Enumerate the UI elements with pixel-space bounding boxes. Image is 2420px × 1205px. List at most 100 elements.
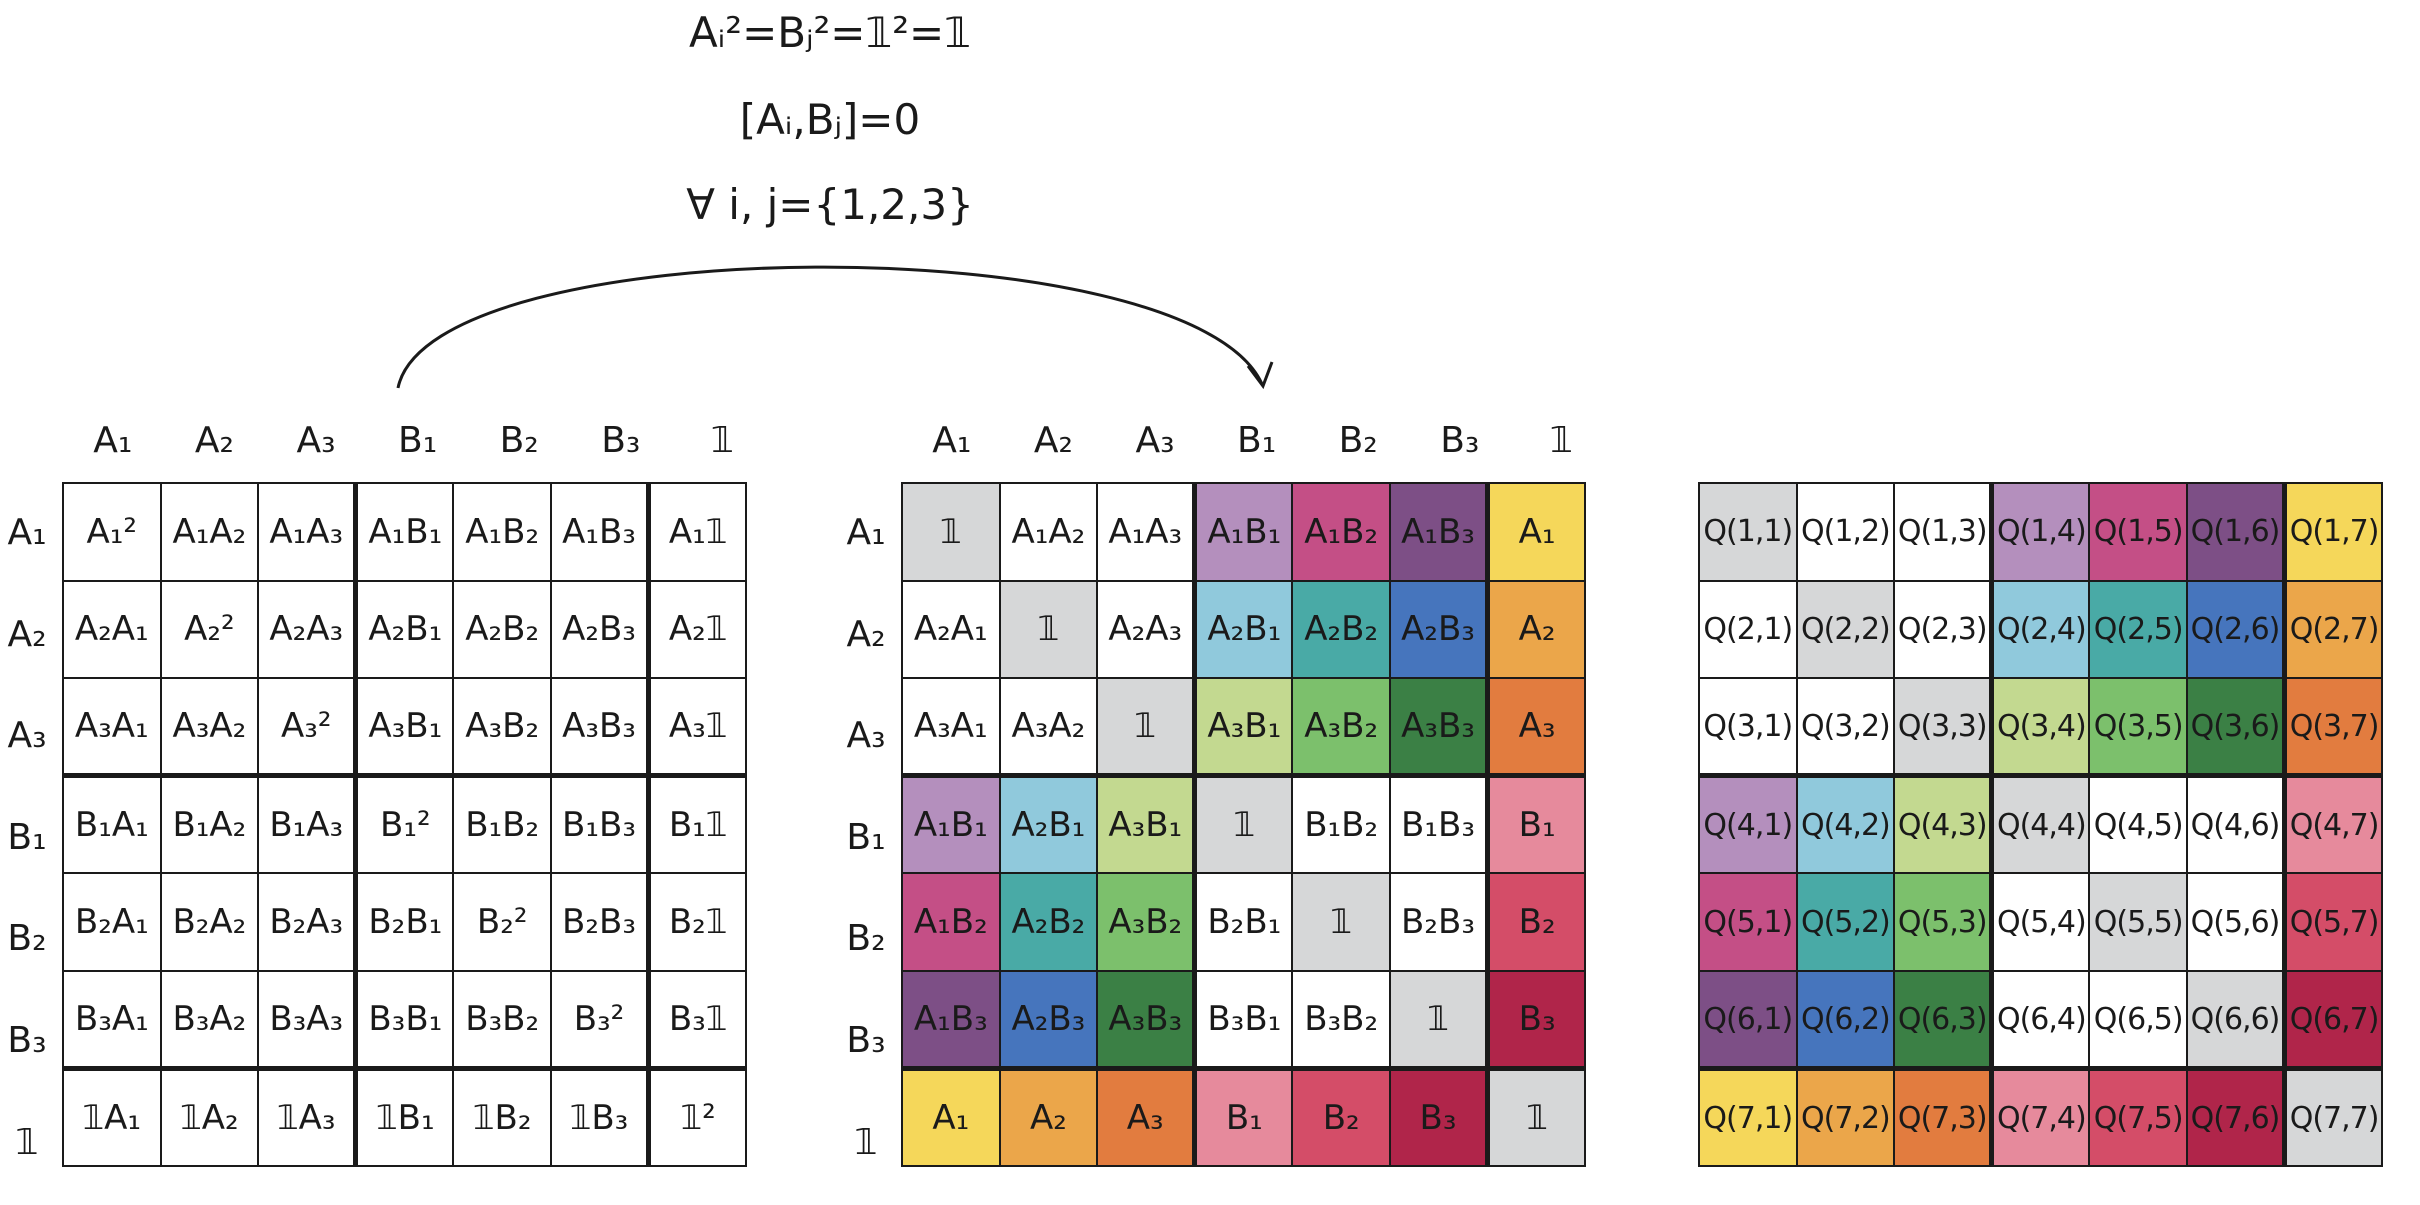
- grid-cell: Q(2,1): [1698, 579, 1798, 680]
- grid-cell: A₃B₃: [549, 677, 650, 777]
- grid-cell: A₂B₃: [1388, 579, 1489, 680]
- grid-cell: B₂𝟙: [646, 872, 748, 972]
- grid-cell: A₁B₃: [1388, 482, 1489, 582]
- column-header: A₂: [1033, 420, 1073, 461]
- grid-row: B₁A₁ B₁A₂ B₁A₃ B₁² B₁B₂ B₁B₃ B₁𝟙: [62, 773, 748, 875]
- grid-cell: 𝟙B₁: [353, 1066, 455, 1168]
- grid-row: A₁ A₂ A₃ B₁ B₂ B₃ 𝟙: [901, 1066, 1587, 1168]
- grid-row: Q(6,1) Q(6,2) Q(6,3) Q(6,4) Q(6,5) Q(6,6) Q(6,…: [1698, 969, 2384, 1070]
- grid-cell: Q(1,1): [1698, 482, 1798, 582]
- grid-cell: A₁𝟙: [646, 482, 748, 582]
- grid-row: Q(5,1) Q(5,2) Q(5,3) Q(5,4) Q(5,5) Q(5,6) Q(5,…: [1698, 872, 2384, 972]
- grid-cell: B₁B₃: [549, 773, 650, 875]
- grid-cell: Q(5,6): [2185, 872, 2286, 972]
- equation-squares: Aᵢ²=Bⱼ²=𝟙²=𝟙: [689, 8, 971, 57]
- grid-cell: A₃A₁: [901, 677, 1001, 777]
- grid-cell: 𝟙: [1192, 773, 1294, 875]
- grid-cell: B₂B₃: [549, 872, 650, 972]
- grid-cell: Q(5,2): [1795, 872, 1896, 972]
- grid-cell: 𝟙A₁: [62, 1066, 162, 1168]
- grid-cell: Q(4,4): [1989, 773, 2091, 875]
- grid-cell: Q(7,2): [1795, 1066, 1896, 1168]
- grid-cell: A₃A₂: [159, 677, 260, 777]
- grid-cell: Q(1,6): [2185, 482, 2286, 582]
- column-header: A₃: [1135, 420, 1175, 461]
- column-header: A₁: [93, 420, 133, 461]
- grid-cell: A₁B₃: [901, 969, 1001, 1070]
- grid-row: A₁B₃ A₂B₃ A₃B₃ B₃B₁ B₃B₂ 𝟙 B₃: [901, 969, 1587, 1070]
- grid-cell: B₂A₃: [257, 872, 357, 972]
- grid-cell: A₃A₁: [62, 677, 162, 777]
- row-header: A₁: [846, 512, 886, 553]
- grid-cell: Q(1,4): [1989, 482, 2091, 582]
- grid-cell: Q(1,7): [2282, 482, 2384, 582]
- grid-cell: Q(5,5): [2088, 872, 2188, 972]
- grid-cell: A₃B₃: [1096, 969, 1196, 1070]
- grid-cell: A₁B₁: [901, 773, 1001, 875]
- grid-cell: A₁B₂: [452, 482, 552, 582]
- grid-cell: Q(3,6): [2185, 677, 2286, 777]
- row-header: A₂: [846, 613, 886, 655]
- grid-cell: Q(5,4): [1989, 872, 2091, 972]
- grid-cell: B₁: [1192, 1066, 1294, 1168]
- grid2-column-headers: A₁ A₂ A₃ B₁ B₂ B₃ 𝟙: [901, 420, 1612, 470]
- grid-cell: Q(7,4): [1989, 1066, 2091, 1168]
- products-grid: A₁² A₁A₂ A₁A₃ A₁B₁ A₁B₂ A₁B₃ A₁𝟙 A₂A₁ A₂² A₂A₃ A₂B…: [62, 482, 748, 1168]
- grid-cell: B₁A₁: [62, 773, 162, 875]
- grid-cell: A₂A₃: [1096, 579, 1196, 680]
- grid-row: 𝟙 A₁A₂ A₁A₃ A₁B₁ A₁B₂ A₁B₃ A₁: [901, 482, 1587, 582]
- grid-cell: A₂: [998, 1066, 1099, 1168]
- grid-cell: Q(6,3): [1893, 969, 1993, 1070]
- grid-cell: B₁B₂: [452, 773, 552, 875]
- grid-cell: Q(5,7): [2282, 872, 2384, 972]
- grid-cell: B₁A₃: [257, 773, 357, 875]
- grid-cell: Q(7,6): [2185, 1066, 2286, 1168]
- grid-cell: B₂A₁: [62, 872, 162, 972]
- grid-cell: B₂B₃: [1388, 872, 1489, 972]
- row-header: A₃: [846, 715, 886, 757]
- grid-cell: B₃: [1388, 1066, 1489, 1168]
- grid-row: A₃A₁ A₃A₂ A₃² A₃B₁ A₃B₂ A₃B₃ A₃𝟙: [62, 677, 748, 777]
- grid-cell: B₂: [1291, 1066, 1391, 1168]
- grid-cell: Q(3,4): [1989, 677, 2091, 777]
- grid-cell: Q(6,4): [1989, 969, 2091, 1070]
- column-header: B₃: [1440, 420, 1480, 461]
- grid-cell: A₁B₂: [901, 872, 1001, 972]
- grid-cell: A₃B₁: [1192, 677, 1294, 777]
- grid-cell: Q(5,1): [1698, 872, 1798, 972]
- grid-cell: B₃A₂: [159, 969, 260, 1070]
- column-header: 𝟙: [710, 420, 734, 461]
- grid-cell: Q(6,5): [2088, 969, 2188, 1070]
- grid-cell: Q(4,6): [2185, 773, 2286, 875]
- grid-cell: Q(2,5): [2088, 579, 2188, 680]
- row-header: B₂: [846, 918, 886, 960]
- grid-row: A₁² A₁A₂ A₁A₃ A₁B₁ A₁B₂ A₁B₃ A₁𝟙: [62, 482, 748, 582]
- grid-cell: 𝟙: [1485, 1066, 1587, 1168]
- grid-row: Q(4,1) Q(4,2) Q(4,3) Q(4,4) Q(4,5) Q(4,6) Q(4,…: [1698, 773, 2384, 875]
- grid-cell: A₂B₁: [998, 773, 1099, 875]
- row-header: A₃: [7, 715, 47, 757]
- grid-cell: A₂: [1485, 579, 1587, 680]
- grid-cell: A₃B₂: [1291, 677, 1391, 777]
- grid-cell: Q(2,4): [1989, 579, 2091, 680]
- column-header: A₁: [932, 420, 972, 461]
- row-header: A₂: [7, 613, 47, 655]
- grid-cell: Q(6,1): [1698, 969, 1798, 1070]
- grid-cell: B₃A₃: [257, 969, 357, 1070]
- grid-cell: 𝟙: [1291, 872, 1391, 972]
- grid-cell: Q(7,1): [1698, 1066, 1798, 1168]
- grid-cell: B₁B₃: [1388, 773, 1489, 875]
- grid-cell: B₃B₂: [452, 969, 552, 1070]
- grid-row: Q(7,1) Q(7,2) Q(7,3) Q(7,4) Q(7,5) Q(7,6) Q(7,…: [1698, 1066, 2384, 1168]
- grid-cell: Q(1,2): [1795, 482, 1896, 582]
- grid-cell: A₁A₃: [257, 482, 357, 582]
- grid-cell: Q(6,2): [1795, 969, 1896, 1070]
- grid-cell: B₂B₁: [1192, 872, 1294, 972]
- grid-cell: 𝟙B₂: [452, 1066, 552, 1168]
- column-header: B₁: [398, 420, 438, 461]
- grid-cell: B₂A₂: [159, 872, 260, 972]
- row-header: 𝟙: [15, 1121, 39, 1163]
- grid-cell: A₃𝟙: [646, 677, 748, 777]
- grid-row: A₂A₁ 𝟙 A₂A₃ A₂B₁ A₂B₂ A₂B₃ A₂: [901, 579, 1587, 680]
- q-index-grid: Q(1,1) Q(1,2) Q(1,3) Q(1,4) Q(1,5) Q(1,6) Q(1,…: [1698, 482, 2384, 1168]
